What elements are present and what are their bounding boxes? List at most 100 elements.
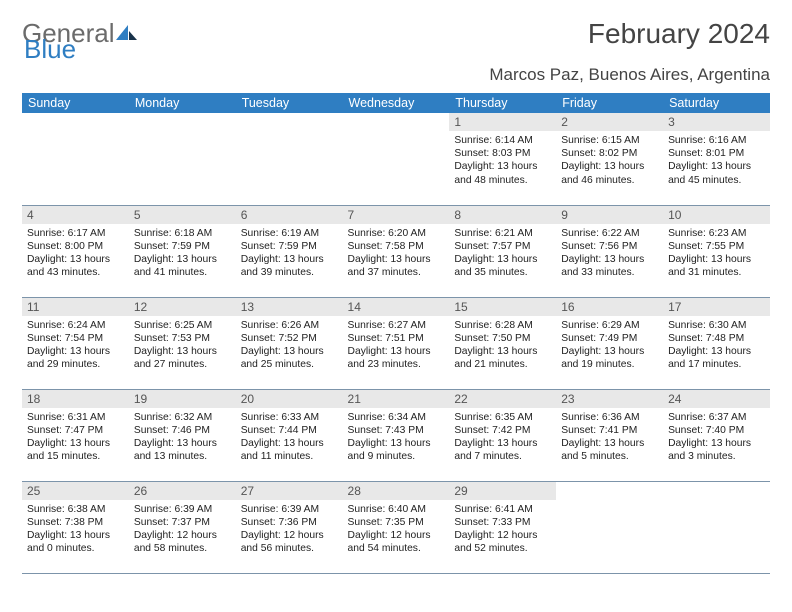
day-details: Sunrise: 6:38 AMSunset: 7:38 PMDaylight:… <box>22 500 129 560</box>
weekday-header: Thursday <box>449 93 556 113</box>
day-details: Sunrise: 6:15 AMSunset: 8:02 PMDaylight:… <box>556 131 663 191</box>
day-details: Sunrise: 6:18 AMSunset: 7:59 PMDaylight:… <box>129 224 236 284</box>
weekday-header: Saturday <box>663 93 770 113</box>
day-number: 17 <box>663 298 770 316</box>
day-number: 20 <box>236 390 343 408</box>
calendar-week-row: 25Sunrise: 6:38 AMSunset: 7:38 PMDayligh… <box>22 481 770 573</box>
calendar-day-cell: 10Sunrise: 6:23 AMSunset: 7:55 PMDayligh… <box>663 205 770 297</box>
day-number: 16 <box>556 298 663 316</box>
calendar-day-cell: 11Sunrise: 6:24 AMSunset: 7:54 PMDayligh… <box>22 297 129 389</box>
calendar-body: 1Sunrise: 6:14 AMSunset: 8:03 PMDaylight… <box>22 113 770 573</box>
calendar-day-cell <box>129 113 236 205</box>
calendar-day-cell: 23Sunrise: 6:36 AMSunset: 7:41 PMDayligh… <box>556 389 663 481</box>
calendar-day-cell: 15Sunrise: 6:28 AMSunset: 7:50 PMDayligh… <box>449 297 556 389</box>
weekday-header: Tuesday <box>236 93 343 113</box>
day-details: Sunrise: 6:21 AMSunset: 7:57 PMDaylight:… <box>449 224 556 284</box>
calendar-week-row: 1Sunrise: 6:14 AMSunset: 8:03 PMDaylight… <box>22 113 770 205</box>
day-details: Sunrise: 6:20 AMSunset: 7:58 PMDaylight:… <box>343 224 450 284</box>
day-number: 13 <box>236 298 343 316</box>
day-details: Sunrise: 6:25 AMSunset: 7:53 PMDaylight:… <box>129 316 236 376</box>
weekday-header: Wednesday <box>343 93 450 113</box>
calendar-day-cell: 27Sunrise: 6:39 AMSunset: 7:36 PMDayligh… <box>236 481 343 573</box>
day-number: 4 <box>22 206 129 224</box>
calendar-day-cell: 5Sunrise: 6:18 AMSunset: 7:59 PMDaylight… <box>129 205 236 297</box>
day-number: 10 <box>663 206 770 224</box>
day-number: 8 <box>449 206 556 224</box>
day-details: Sunrise: 6:29 AMSunset: 7:49 PMDaylight:… <box>556 316 663 376</box>
calendar-day-cell: 14Sunrise: 6:27 AMSunset: 7:51 PMDayligh… <box>343 297 450 389</box>
weekday-header: Monday <box>129 93 236 113</box>
day-details: Sunrise: 6:39 AMSunset: 7:37 PMDaylight:… <box>129 500 236 560</box>
day-details: Sunrise: 6:31 AMSunset: 7:47 PMDaylight:… <box>22 408 129 468</box>
calendar-day-cell: 17Sunrise: 6:30 AMSunset: 7:48 PMDayligh… <box>663 297 770 389</box>
page-title: February 2024 <box>588 18 770 50</box>
day-number: 23 <box>556 390 663 408</box>
day-details: Sunrise: 6:40 AMSunset: 7:35 PMDaylight:… <box>343 500 450 560</box>
day-number: 7 <box>343 206 450 224</box>
calendar-day-cell: 7Sunrise: 6:20 AMSunset: 7:58 PMDaylight… <box>343 205 450 297</box>
day-number: 18 <box>22 390 129 408</box>
day-details: Sunrise: 6:23 AMSunset: 7:55 PMDaylight:… <box>663 224 770 284</box>
day-number: 28 <box>343 482 450 500</box>
calendar-day-cell: 12Sunrise: 6:25 AMSunset: 7:53 PMDayligh… <box>129 297 236 389</box>
day-details: Sunrise: 6:32 AMSunset: 7:46 PMDaylight:… <box>129 408 236 468</box>
day-details: Sunrise: 6:24 AMSunset: 7:54 PMDaylight:… <box>22 316 129 376</box>
day-number: 29 <box>449 482 556 500</box>
day-number: 6 <box>236 206 343 224</box>
day-number: 19 <box>129 390 236 408</box>
day-details: Sunrise: 6:34 AMSunset: 7:43 PMDaylight:… <box>343 408 450 468</box>
calendar-day-cell: 6Sunrise: 6:19 AMSunset: 7:59 PMDaylight… <box>236 205 343 297</box>
calendar-week-row: 4Sunrise: 6:17 AMSunset: 8:00 PMDaylight… <box>22 205 770 297</box>
calendar-day-cell: 13Sunrise: 6:26 AMSunset: 7:52 PMDayligh… <box>236 297 343 389</box>
calendar-day-cell: 19Sunrise: 6:32 AMSunset: 7:46 PMDayligh… <box>129 389 236 481</box>
calendar-day-cell: 1Sunrise: 6:14 AMSunset: 8:03 PMDaylight… <box>449 113 556 205</box>
logo-sail-icon <box>116 18 138 49</box>
day-details: Sunrise: 6:22 AMSunset: 7:56 PMDaylight:… <box>556 224 663 284</box>
calendar-day-cell: 18Sunrise: 6:31 AMSunset: 7:47 PMDayligh… <box>22 389 129 481</box>
day-number: 11 <box>22 298 129 316</box>
weekday-header-row: Sunday Monday Tuesday Wednesday Thursday… <box>22 93 770 113</box>
calendar-day-cell: 21Sunrise: 6:34 AMSunset: 7:43 PMDayligh… <box>343 389 450 481</box>
day-number: 27 <box>236 482 343 500</box>
day-details: Sunrise: 6:33 AMSunset: 7:44 PMDaylight:… <box>236 408 343 468</box>
calendar-day-cell: 20Sunrise: 6:33 AMSunset: 7:44 PMDayligh… <box>236 389 343 481</box>
day-details: Sunrise: 6:28 AMSunset: 7:50 PMDaylight:… <box>449 316 556 376</box>
calendar-day-cell: 29Sunrise: 6:41 AMSunset: 7:33 PMDayligh… <box>449 481 556 573</box>
calendar-day-cell: 26Sunrise: 6:39 AMSunset: 7:37 PMDayligh… <box>129 481 236 573</box>
calendar-day-cell <box>343 113 450 205</box>
day-number: 5 <box>129 206 236 224</box>
day-number: 1 <box>449 113 556 131</box>
day-number: 14 <box>343 298 450 316</box>
location-text: Marcos Paz, Buenos Aires, Argentina <box>22 65 770 85</box>
calendar-day-cell: 3Sunrise: 6:16 AMSunset: 8:01 PMDaylight… <box>663 113 770 205</box>
day-details: Sunrise: 6:37 AMSunset: 7:40 PMDaylight:… <box>663 408 770 468</box>
day-details: Sunrise: 6:39 AMSunset: 7:36 PMDaylight:… <box>236 500 343 560</box>
calendar-day-cell: 8Sunrise: 6:21 AMSunset: 7:57 PMDaylight… <box>449 205 556 297</box>
day-details: Sunrise: 6:27 AMSunset: 7:51 PMDaylight:… <box>343 316 450 376</box>
calendar-day-cell: 16Sunrise: 6:29 AMSunset: 7:49 PMDayligh… <box>556 297 663 389</box>
day-number: 22 <box>449 390 556 408</box>
day-number: 15 <box>449 298 556 316</box>
day-details: Sunrise: 6:26 AMSunset: 7:52 PMDaylight:… <box>236 316 343 376</box>
calendar-day-cell: 9Sunrise: 6:22 AMSunset: 7:56 PMDaylight… <box>556 205 663 297</box>
calendar-week-row: 11Sunrise: 6:24 AMSunset: 7:54 PMDayligh… <box>22 297 770 389</box>
calendar-day-cell: 22Sunrise: 6:35 AMSunset: 7:42 PMDayligh… <box>449 389 556 481</box>
calendar-day-cell <box>663 481 770 573</box>
weekday-header: Friday <box>556 93 663 113</box>
logo-word2: Blue <box>24 34 76 65</box>
day-number: 9 <box>556 206 663 224</box>
day-number: 21 <box>343 390 450 408</box>
calendar-day-cell: 25Sunrise: 6:38 AMSunset: 7:38 PMDayligh… <box>22 481 129 573</box>
calendar-table: Sunday Monday Tuesday Wednesday Thursday… <box>22 93 770 574</box>
day-number: 24 <box>663 390 770 408</box>
day-number: 26 <box>129 482 236 500</box>
weekday-header: Sunday <box>22 93 129 113</box>
day-number: 2 <box>556 113 663 131</box>
day-details: Sunrise: 6:17 AMSunset: 8:00 PMDaylight:… <box>22 224 129 284</box>
day-details: Sunrise: 6:16 AMSunset: 8:01 PMDaylight:… <box>663 131 770 191</box>
calendar-day-cell: 24Sunrise: 6:37 AMSunset: 7:40 PMDayligh… <box>663 389 770 481</box>
calendar-day-cell: 4Sunrise: 6:17 AMSunset: 8:00 PMDaylight… <box>22 205 129 297</box>
day-number: 12 <box>129 298 236 316</box>
day-details: Sunrise: 6:35 AMSunset: 7:42 PMDaylight:… <box>449 408 556 468</box>
day-number: 25 <box>22 482 129 500</box>
